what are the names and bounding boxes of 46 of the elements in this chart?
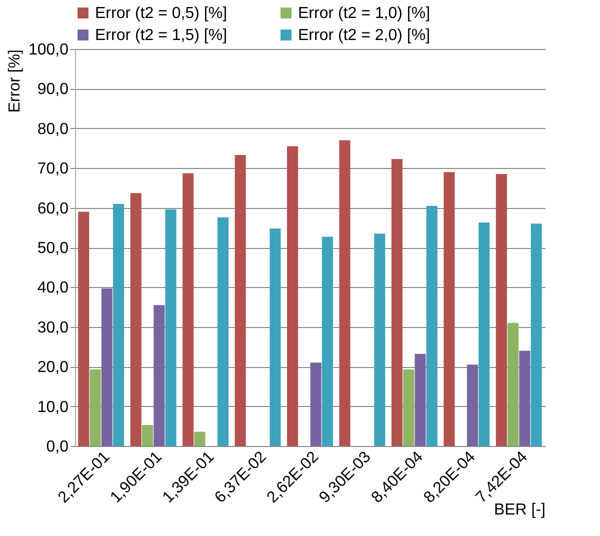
bar [444,172,455,446]
y-tick-label: 60,0 [37,200,69,218]
bar [519,350,530,446]
legend-label: Error (t2 = 0,5) [%] [95,5,228,22]
bar [391,158,403,446]
y-tick-label: 30,0 [37,319,69,336]
y-tick-label: 50,0 [37,240,69,257]
bar [217,217,229,446]
bar [154,305,165,446]
bar [130,193,142,446]
y-tick-label: 70,0 [37,160,69,178]
bar [287,146,298,446]
bar [374,234,386,446]
bar [90,369,101,446]
bar [339,140,350,446]
bar [466,364,478,446]
legend-label: Error (t2 = 2,0) [%] [298,27,430,44]
y-tick-label: 20,0 [37,359,69,376]
y-tick-label: 100,0 [28,42,69,58]
y-tick-label: 0,0 [46,438,69,456]
bar [403,369,414,446]
bar [234,155,246,446]
bar [496,174,507,446]
bar [478,222,490,446]
legend-label: Error (t2 = 1,5) [%] [95,27,228,44]
bar [310,362,322,446]
legend-label: Error (t2 = 1,0) [%] [298,5,430,22]
bar [194,432,206,446]
bar [78,212,90,446]
y-tick-label: 40,0 [37,280,69,297]
bar [414,354,426,446]
y-axis-title: Error [%] [6,50,24,113]
bar [270,228,281,446]
bar [142,424,154,446]
bar [322,236,333,446]
bar [182,173,194,446]
x-axis-title: BER [-] [494,502,546,519]
bar [113,204,124,446]
bar [101,288,112,446]
bar [530,224,542,446]
bar [165,209,176,446]
y-tick-label: 10,0 [37,398,69,416]
y-tick-label: 80,0 [37,120,69,138]
bar [508,322,519,446]
y-tick-label: 90,0 [37,81,69,98]
bar [426,206,438,446]
